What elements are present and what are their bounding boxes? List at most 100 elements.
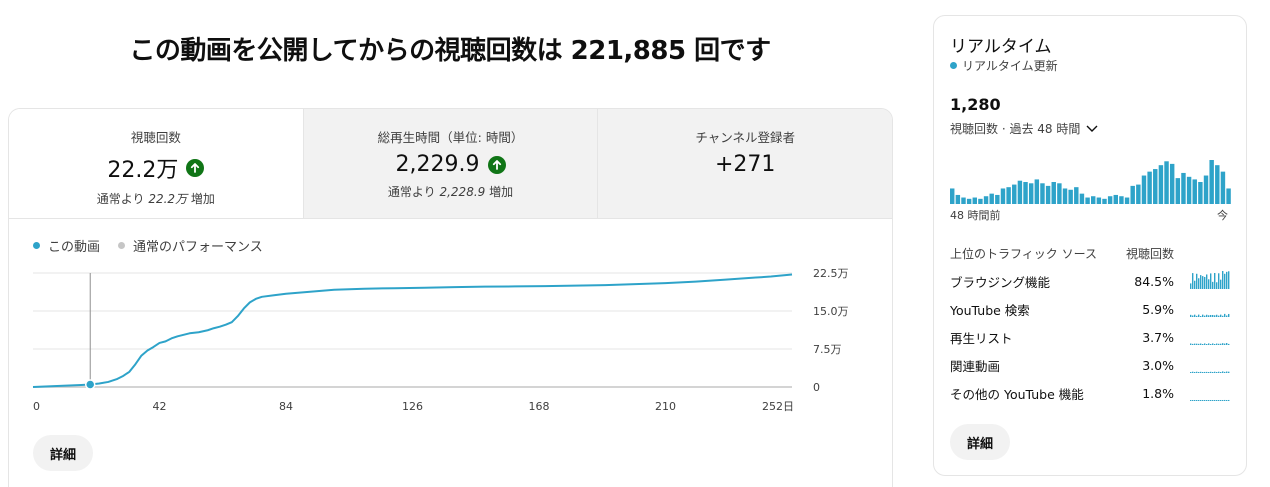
- realtime-bar[interactable]: [1181, 172, 1186, 204]
- realtime-bar[interactable]: [1215, 165, 1220, 204]
- realtime-bar[interactable]: [1057, 183, 1062, 204]
- x-tick-label: 84: [279, 400, 293, 413]
- traffic-source-row[interactable]: 再生リスト 3.7%: [950, 323, 1232, 351]
- traffic-views-header: 視聴回数: [1126, 247, 1175, 261]
- realtime-bar[interactable]: [1153, 169, 1158, 204]
- realtime-bar[interactable]: [1209, 160, 1214, 204]
- traffic-source-percent: 5.9%: [1142, 301, 1174, 317]
- realtime-bar[interactable]: [1085, 197, 1090, 204]
- sparkline-bar: [1224, 371, 1226, 373]
- realtime-bar[interactable]: [1220, 171, 1226, 204]
- tab-views[interactable]: 視聴回数 22.2万 通常より 22.2万 増加: [9, 109, 304, 218]
- sparkline-bar: [1198, 343, 1200, 345]
- realtime-bar-chart[interactable]: [950, 156, 1232, 204]
- realtime-bar[interactable]: [1028, 183, 1034, 204]
- realtime-bar[interactable]: [1169, 163, 1175, 204]
- realtime-bar[interactable]: [1051, 182, 1056, 204]
- realtime-bar[interactable]: [1006, 187, 1011, 204]
- sparkline-bar: [1220, 400, 1222, 401]
- legend-typical[interactable]: 通常のパフォーマンス: [118, 236, 263, 255]
- sparkline-bar: [1226, 371, 1228, 373]
- traffic-source-row[interactable]: YouTube 検索 5.9%: [950, 295, 1232, 323]
- realtime-bar[interactable]: [972, 197, 977, 204]
- series-line-this-video: [32, 273, 793, 388]
- realtime-bar[interactable]: [1079, 193, 1085, 204]
- realtime-bar[interactable]: [1198, 182, 1203, 204]
- realtime-bar[interactable]: [978, 198, 983, 204]
- realtime-bar[interactable]: [1136, 184, 1141, 204]
- realtime-bar[interactable]: [1040, 183, 1045, 204]
- realtime-bar[interactable]: [1147, 171, 1152, 204]
- sparkline-bar: [1210, 314, 1212, 317]
- realtime-bar[interactable]: [955, 194, 961, 204]
- sparkline-bar: [1204, 343, 1206, 345]
- sparkline-bar: [1216, 400, 1218, 401]
- sparkline-bar: [1200, 343, 1202, 345]
- tab-subscribers[interactable]: チャンネル登録者 +271: [598, 109, 892, 218]
- sparkline-bar: [1192, 371, 1194, 373]
- realtime-bar[interactable]: [1130, 185, 1135, 204]
- sparkline-bar: [1216, 343, 1218, 345]
- realtime-bar[interactable]: [1175, 178, 1181, 204]
- realtime-bar[interactable]: [1096, 197, 1102, 204]
- realtime-bar[interactable]: [1023, 182, 1028, 204]
- realtime-bar[interactable]: [989, 193, 994, 204]
- sparkline-bar: [1196, 343, 1198, 345]
- realtime-bar[interactable]: [1113, 194, 1118, 204]
- realtime-bar[interactable]: [1045, 185, 1051, 204]
- sparkline-bar: [1194, 314, 1196, 317]
- realtime-bar[interactable]: [1034, 179, 1040, 204]
- realtime-bar[interactable]: [950, 188, 955, 204]
- tab-comparison: 通常より 2,228.9 増加: [387, 185, 514, 199]
- sparkline-bar: [1194, 343, 1196, 345]
- sparkline-bar: [1202, 276, 1204, 289]
- realtime-bar[interactable]: [1158, 165, 1164, 204]
- sparkline-bar: [1192, 273, 1194, 289]
- sparkline-bar: [1218, 371, 1220, 373]
- sparkline-bar: [1208, 372, 1210, 373]
- sparkline-bar: [1226, 315, 1228, 317]
- realtime-count: 1,280: [950, 95, 1001, 114]
- realtime-bar[interactable]: [995, 194, 1000, 204]
- realtime-bar[interactable]: [966, 198, 972, 204]
- realtime-bar[interactable]: [1226, 188, 1231, 204]
- realtime-details-button[interactable]: 詳細: [950, 424, 1010, 460]
- realtime-bar[interactable]: [1203, 175, 1209, 204]
- realtime-bar[interactable]: [1119, 196, 1124, 204]
- traffic-source-row[interactable]: 関連動画 3.0%: [950, 351, 1232, 379]
- realtime-bar[interactable]: [1068, 189, 1073, 204]
- realtime-bar[interactable]: [1074, 187, 1079, 204]
- views-line-chart[interactable]: 0 7.5万 15.0万 22.5万 0 42 84 126 168 210 252日: [9, 259, 893, 419]
- traffic-source-row[interactable]: その他の YouTube 機能 1.8%: [950, 379, 1232, 407]
- realtime-bar[interactable]: [1102, 198, 1107, 204]
- sparkline-bar: [1210, 371, 1212, 373]
- realtime-bar[interactable]: [1124, 197, 1130, 204]
- legend-this-video[interactable]: この動画: [33, 236, 100, 255]
- traffic-source-row[interactable]: ブラウジング機能 84.5%: [950, 267, 1232, 295]
- sparkline-bar: [1204, 371, 1206, 373]
- sparkline-bar: [1226, 343, 1228, 345]
- realtime-period-dropdown[interactable]: 視聴回数 · 過去 48 時間: [950, 120, 1098, 137]
- realtime-bar[interactable]: [1186, 176, 1192, 204]
- sparkline-bar: [1208, 343, 1210, 345]
- tab-watch-time[interactable]: 総再生時間（単位: 時間） 2,229.9 通常より 2,228.9 増加: [303, 109, 599, 218]
- realtime-bar[interactable]: [1012, 184, 1017, 204]
- realtime-bar[interactable]: [1062, 188, 1068, 204]
- details-button[interactable]: 詳細: [33, 435, 93, 471]
- sparkline-bar: [1210, 273, 1212, 289]
- sparkline-bar: [1224, 273, 1226, 289]
- tab-value: +271: [714, 152, 776, 177]
- y-tick-label: 15.0万: [813, 305, 849, 318]
- sparkline-bar: [1208, 279, 1210, 289]
- realtime-bar[interactable]: [983, 196, 989, 204]
- realtime-bar[interactable]: [961, 197, 966, 204]
- realtime-bar[interactable]: [1107, 196, 1113, 204]
- realtime-bar[interactable]: [1141, 175, 1147, 204]
- realtime-bar[interactable]: [1017, 180, 1023, 204]
- realtime-bar[interactable]: [1000, 188, 1006, 204]
- realtime-bar[interactable]: [1192, 179, 1197, 204]
- realtime-axis-end: 今: [1217, 209, 1228, 222]
- realtime-bar[interactable]: [1164, 161, 1169, 204]
- realtime-bar[interactable]: [1091, 196, 1096, 204]
- hover-point[interactable]: [84, 379, 96, 390]
